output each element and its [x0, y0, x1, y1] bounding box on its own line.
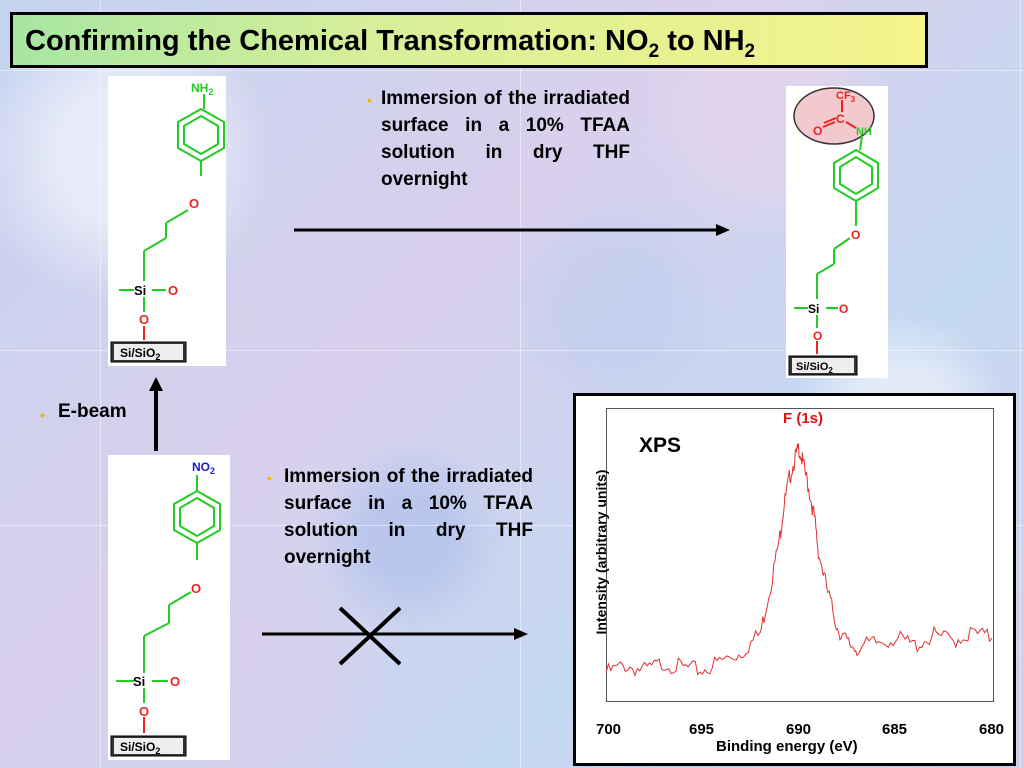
peak-label: F (1s)	[783, 410, 824, 427]
anchor-oxygen-label: O	[813, 329, 822, 343]
top-reaction-arrow	[294, 224, 730, 236]
x-tick-690: 690	[786, 721, 812, 738]
x-axis-label: Binding energy (eV)	[716, 738, 858, 755]
anchor-oxygen-label: O	[139, 312, 149, 327]
top-step-bullet: •	[367, 92, 372, 108]
nitro-structure-diagram: NO2 O Si O O Si/SiO2	[110, 460, 221, 757]
amine-molecule-panel: NH2 O Si O O Si/SiO2	[108, 76, 226, 366]
bottom-step-bullet: •	[267, 470, 272, 486]
top-step-text: Immersion of the irradiated surface in a…	[381, 88, 630, 190]
cf3-label: CF3	[836, 90, 856, 104]
blocked-reaction-arrow	[262, 606, 528, 666]
xps-label: XPS	[639, 434, 682, 457]
silicon-label: Si	[134, 283, 146, 298]
amide-nh-label: NH	[856, 126, 872, 138]
y-axis-label: Intensity (arbitrary units)	[593, 469, 609, 635]
amine-structure-diagram: NH2 O Si O O Si/SiO2	[110, 81, 225, 363]
x-tick-695: 695	[689, 721, 715, 738]
xps-chart-panel: F (1s) XPS Intensity (arbitrary units) 7…	[573, 393, 1016, 766]
x-tick-680: 680	[979, 721, 1005, 738]
x-tick-685: 685	[882, 721, 908, 738]
anchor-oxygen-label: O	[139, 704, 149, 719]
siloxy-oxygen-label: O	[168, 283, 178, 298]
page-title: Confirming the Chemical Transformation: …	[25, 25, 756, 62]
siloxy-oxygen-label: O	[839, 302, 848, 316]
nitro-molecule-panel: NO2 O Si O O Si/SiO2	[108, 455, 230, 760]
substrate-label: Si/SiO2	[120, 346, 160, 362]
ebeam-bullet: •	[40, 407, 45, 423]
silicon-label: Si	[133, 674, 145, 689]
plot-area-frame	[606, 408, 994, 702]
ebeam-label: E-beam	[58, 401, 127, 422]
substrate-label: Si/SiO2	[120, 740, 160, 756]
ether-oxygen-label: O	[191, 581, 201, 596]
siloxy-oxygen-label: O	[170, 674, 180, 689]
amide-molecule-panel: CF3 C O NH O Si O O Si/SiO2	[786, 86, 888, 378]
bottom-step-text: Immersion of the irradiated surface in a…	[284, 466, 533, 568]
x-tick-700: 700	[596, 721, 622, 738]
ether-oxygen-label: O	[189, 196, 199, 211]
ether-oxygen-label: O	[851, 228, 860, 242]
nitro-no2-label: NO2	[192, 460, 215, 476]
xps-plot	[606, 443, 992, 677]
f1s-spectrum-line	[606, 443, 992, 677]
title-banner: Confirming the Chemical Transformation: …	[10, 12, 928, 68]
carbonyl-oxygen-label: O	[813, 124, 822, 138]
amide-structure-diagram: CF3 C O NH O Si O O Si/SiO2	[788, 87, 879, 376]
silicon-label: Si	[808, 302, 819, 316]
ebeam-arrow	[149, 377, 163, 451]
carbonyl-carbon-label: C	[836, 112, 845, 126]
amine-nh2-label: NH2	[191, 81, 213, 97]
substrate-label: Si/SiO2	[796, 361, 833, 375]
